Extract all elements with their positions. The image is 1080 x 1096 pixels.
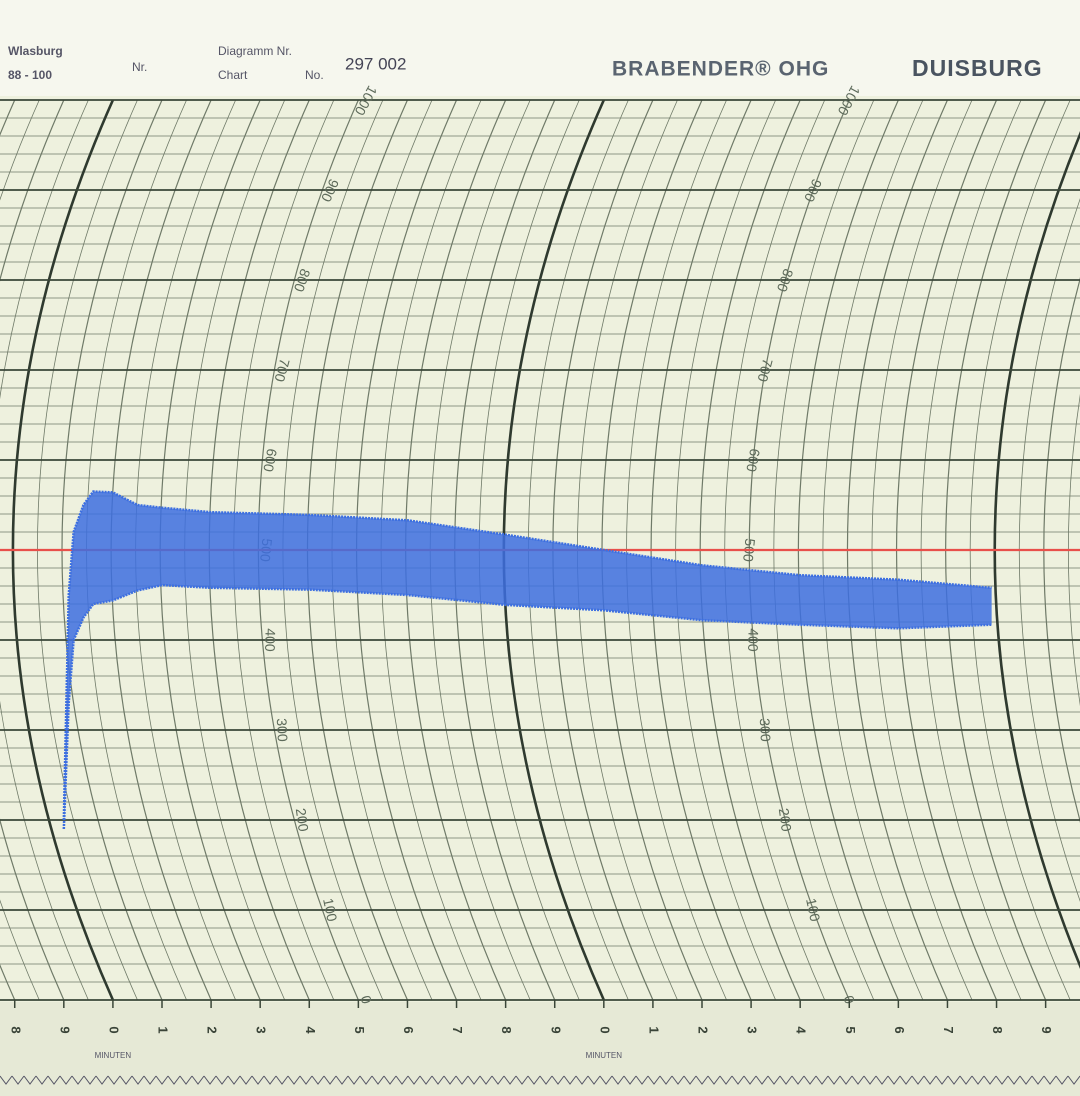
x-tick-label: 3 [745, 1026, 760, 1033]
header-text: Wlasburg [8, 44, 63, 58]
x-axis-label: MINUTEN [586, 1051, 623, 1060]
x-tick-label: 2 [696, 1026, 711, 1033]
header-text: Diagramm Nr. [218, 44, 292, 58]
city: DUISBURG [912, 55, 1043, 81]
x-axis-label: MINUTEN [95, 1051, 132, 1060]
x-tick-label: 0 [106, 1026, 121, 1033]
y-tick-label: 200 [776, 807, 795, 832]
x-tick-label: 8 [499, 1026, 514, 1033]
y-tick-label: 200 [293, 807, 312, 832]
x-tick-label: 5 [843, 1026, 858, 1033]
x-tick-label: 4 [794, 1026, 809, 1034]
chart: Wlasburg 88 - 100 Nr. Diagramm Nr. Chart… [0, 0, 1080, 1096]
y-tick-label: 400 [262, 628, 279, 652]
chart-number: 297 002 [345, 54, 406, 73]
x-tick-label: 9 [548, 1026, 563, 1033]
x-tick-label: 4 [303, 1026, 318, 1034]
x-tick-label: 6 [892, 1026, 907, 1033]
y-tick-label: 400 [745, 628, 762, 652]
y-tick-label: 300 [274, 718, 291, 742]
header-text: Nr. [132, 60, 147, 74]
x-tick-label: 8 [990, 1026, 1005, 1033]
x-tick-label: 6 [401, 1026, 416, 1033]
header-strip [0, 0, 1080, 96]
x-tick-label: 2 [205, 1026, 220, 1033]
x-tick-label: 7 [450, 1026, 465, 1033]
header-text: No. [305, 68, 324, 82]
x-tick-label: 8 [8, 1026, 23, 1033]
header-text: 88 - 100 [8, 68, 52, 82]
x-tick-label: 5 [352, 1026, 367, 1033]
x-tick-label: 3 [254, 1026, 269, 1033]
x-tick-label: 1 [156, 1026, 171, 1033]
tick-strip [0, 1002, 1080, 1096]
x-tick-label: 7 [941, 1026, 956, 1033]
y-tick-label: 300 [757, 718, 774, 742]
x-tick-label: 9 [1039, 1026, 1054, 1033]
x-tick-label: 9 [57, 1026, 72, 1033]
brand: BRABENDER® OHG [612, 58, 829, 81]
x-tick-label: 0 [597, 1026, 612, 1033]
header-text: Chart [218, 68, 248, 82]
x-tick-label: 1 [646, 1026, 661, 1033]
